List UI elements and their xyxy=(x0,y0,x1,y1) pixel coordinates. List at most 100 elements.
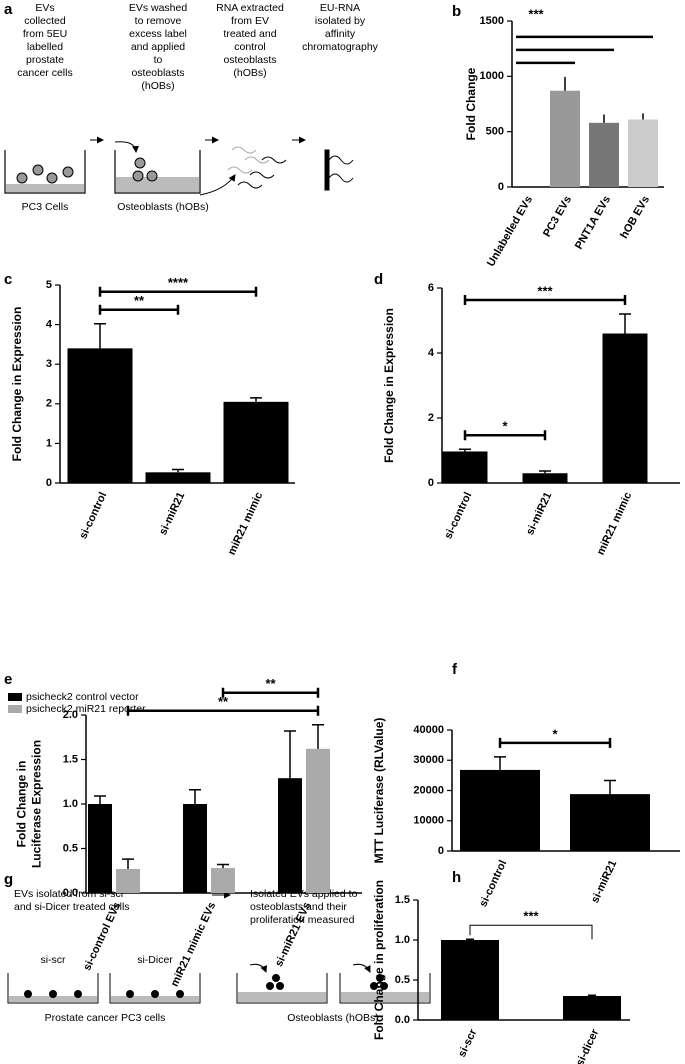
legend-swatch xyxy=(8,693,22,701)
y-tick-label: 6 xyxy=(428,282,434,294)
well-label: Osteoblasts (hOBs) xyxy=(287,1012,379,1024)
x-tick-label: hOB EVs xyxy=(618,194,652,241)
error-bar xyxy=(466,938,474,940)
x-tick-label: si-control xyxy=(442,490,474,541)
step-text: RNA extracted xyxy=(216,2,284,14)
bar xyxy=(628,119,658,187)
significance-bracket xyxy=(498,737,612,748)
panel-label: e xyxy=(4,671,12,688)
y-axis-label: Fold Change in xyxy=(15,761,29,848)
y-axis-label: Fold Change in Expression xyxy=(382,308,396,463)
error-bar xyxy=(619,313,631,334)
legend-label: psicheck2 control vector xyxy=(26,691,139,703)
step-text: (hOBs) xyxy=(233,67,266,79)
bar xyxy=(522,473,568,483)
x-tick-label: si-miR21 xyxy=(524,490,554,537)
well-label: si-Dicer xyxy=(137,954,173,966)
bar xyxy=(145,472,211,483)
error-bar xyxy=(284,730,296,779)
error-bar xyxy=(539,470,551,474)
y-tick-label: 0.0 xyxy=(395,1014,410,1026)
significance-bracket xyxy=(469,924,593,940)
significance-bracket xyxy=(463,430,547,441)
chart-c: c 0 1 2 3 4 5 Fold Change in Expression si-contr… xyxy=(4,271,295,557)
step-text: excess label xyxy=(129,28,187,40)
x-tick-label: si-scr xyxy=(456,1027,480,1059)
y-tick-label: 0 xyxy=(498,181,504,193)
bar xyxy=(550,90,580,187)
bar xyxy=(442,451,488,483)
well-label: PC3 Cells xyxy=(22,201,69,213)
significance-label: * xyxy=(502,419,508,434)
x-tick-label: si-miR21 xyxy=(157,490,187,537)
step-text: osteoblasts and their xyxy=(250,901,347,913)
well-label: si-scr xyxy=(40,954,66,966)
y-tick-label: 10000 xyxy=(413,815,444,827)
x-tick-label: si-control xyxy=(477,858,509,909)
significance-label: ** xyxy=(134,293,145,308)
x-tick-label: Unlabelled EVs xyxy=(485,194,535,269)
significance-label: ** xyxy=(265,676,276,691)
y-tick-label: 2 xyxy=(46,398,52,410)
step-text: to xyxy=(154,54,163,66)
y-tick-label: 4 xyxy=(428,347,435,359)
step-text: osteoblasts xyxy=(131,67,184,79)
error-bar xyxy=(94,323,106,349)
x-tick-label: si-control xyxy=(77,490,109,541)
y-axis-label: Fold Change in Expression xyxy=(10,307,24,462)
error-bar xyxy=(122,858,134,869)
chart-f: f 0 10000 20000 30000 40000 MTT Luciferase (RL… xyxy=(372,661,680,909)
bar xyxy=(589,122,619,187)
y-tick-label: 2.0 xyxy=(63,709,78,721)
y-tick-label: 0 xyxy=(438,845,444,857)
error-bar xyxy=(604,779,616,795)
bar xyxy=(223,401,289,483)
significance-label: **** xyxy=(168,275,189,290)
legend-swatch xyxy=(8,705,22,713)
x-tick-label: PC3 EVs xyxy=(541,194,574,239)
step-text: affinity xyxy=(325,28,356,40)
panel-label: f xyxy=(452,661,458,678)
panel-label: b xyxy=(452,3,461,20)
error-bar xyxy=(588,994,596,996)
y-tick-label: 2 xyxy=(428,412,434,424)
significance-bracket xyxy=(463,295,627,305)
significance-label: ** xyxy=(218,694,229,709)
bar xyxy=(211,868,235,893)
step-text: from 5EU xyxy=(23,28,67,40)
step-text: isolated by xyxy=(315,15,366,27)
bar xyxy=(306,748,330,893)
step-text: proliferation measured xyxy=(250,914,355,926)
step-text: labelled xyxy=(27,41,63,53)
y-tick-label: 1000 xyxy=(480,70,504,82)
x-tick-label: miR21 mimic EVs xyxy=(169,900,219,988)
x-tick-label: miR21 mimic xyxy=(595,490,635,557)
step-text: prostate xyxy=(26,54,64,66)
bar xyxy=(563,996,621,1020)
y-axis-label: MTT Luciferase (RLValue) xyxy=(372,718,386,864)
y-tick-label: 3 xyxy=(46,358,52,370)
y-axis-label: Fold Change xyxy=(464,67,478,140)
well-label: Prostate cancer PC3 cells xyxy=(45,1012,166,1024)
y-tick-label: 30000 xyxy=(413,754,444,766)
step-text: treated and xyxy=(223,28,276,40)
step-text: EVs washed xyxy=(129,2,188,14)
error-bar xyxy=(312,724,324,749)
step-text: collected xyxy=(24,15,66,27)
chart-e: e 0.0 0.5 1.0 1.5 2.0 Fold Change in Luciferase… xyxy=(4,671,362,989)
y-tick-label: 1.0 xyxy=(63,798,78,810)
y-axis-label: Luciferase Expression xyxy=(30,740,44,868)
y-tick-label: 4 xyxy=(46,319,53,331)
x-tick-label: PNT1A EVs xyxy=(573,194,613,252)
y-axis-label: Fold Change in proliferation xyxy=(372,880,386,1040)
step-text: Isolated EVs applied to xyxy=(250,888,358,900)
significance-bracket xyxy=(221,687,320,698)
significance-label: *** xyxy=(523,909,539,924)
panel-label: g xyxy=(4,871,13,888)
chart-d: d 0 2 4 6 Fold Change in Expression si-control… xyxy=(374,271,680,557)
step-text: EU-RNA xyxy=(320,2,360,14)
bar xyxy=(67,348,133,483)
bar xyxy=(88,804,112,893)
y-tick-label: 1.0 xyxy=(395,934,410,946)
error-bar xyxy=(494,756,506,770)
